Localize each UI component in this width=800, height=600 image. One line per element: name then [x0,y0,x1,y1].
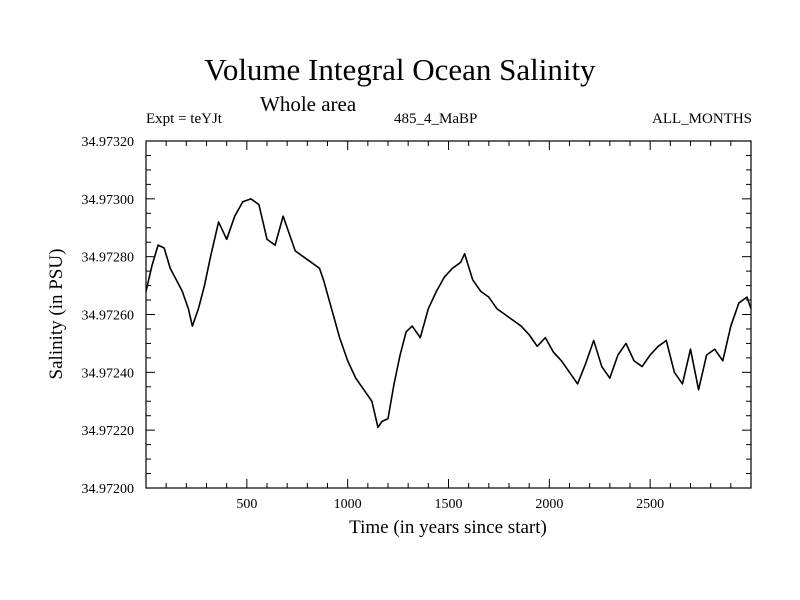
y-tick-label: 34.97220 [82,424,135,439]
axis-ticks [146,141,751,488]
y-tick-label: 34.97240 [82,366,135,381]
chart-subtitle: Whole area [260,92,357,116]
y-tick-label: 34.97260 [82,309,135,324]
y-axis-label: Salinity (in PSU) [46,249,67,380]
months-label: ALL_MONTHS [652,111,752,127]
y-tick-label: 34.97300 [82,193,135,208]
y-tick-label: 34.97280 [82,251,135,266]
run-label: 485_4_MaBP [394,111,478,127]
chart-title: Volume Integral Ocean Salinity [204,52,596,87]
x-tick-label: 2000 [535,497,563,512]
x-tick-label: 1500 [435,497,463,512]
y-tick-label: 34.97200 [82,482,135,497]
experiment-label: Expt = teYJt [146,111,222,127]
x-tick-label: 1000 [334,497,362,512]
x-tick-label: 2500 [636,497,664,512]
plot-frame [145,140,752,489]
salinity-series-line [145,198,752,429]
axis-tick-labels: 500 1000 1500 2000 2500 34.97200 34.97220 34.97… [82,135,665,512]
x-axis-label: Time (in years since start) [349,517,547,538]
x-tick-label: 500 [236,497,257,512]
y-tick-label: 34.97320 [82,135,135,150]
